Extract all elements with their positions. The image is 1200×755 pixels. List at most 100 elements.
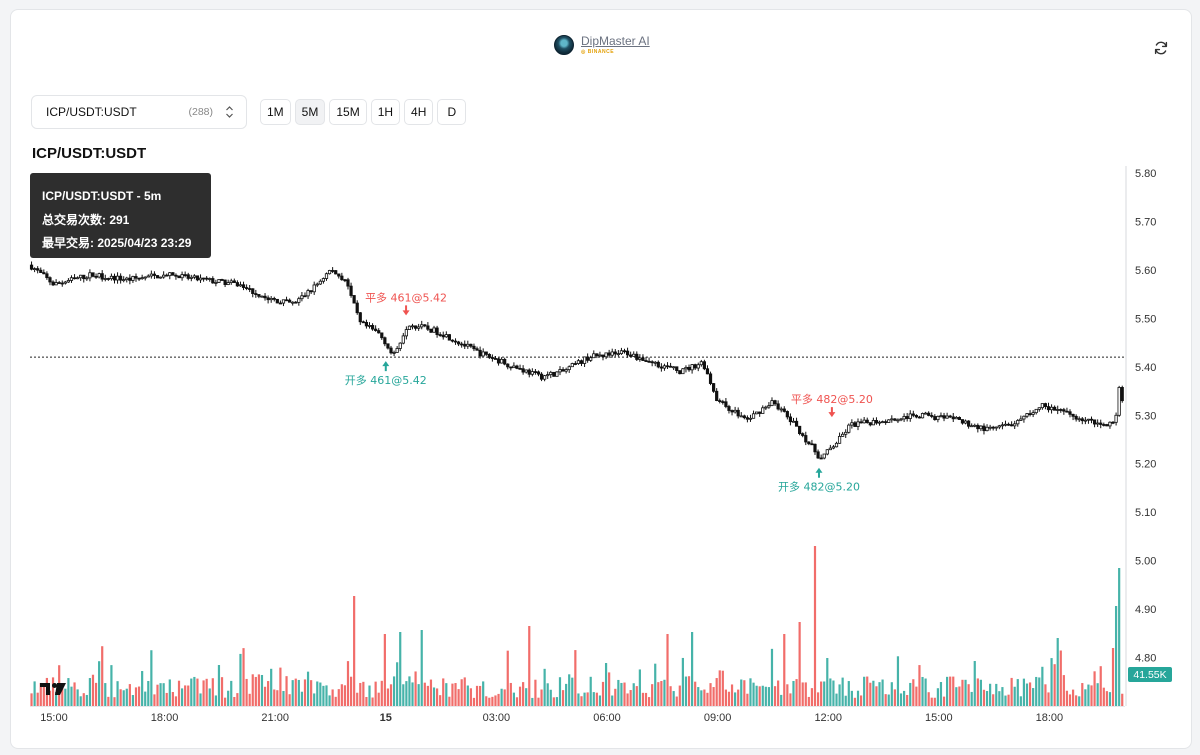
candle-body — [281, 299, 286, 304]
symbol-select[interactable]: ICP/USDT:USDT (288) — [31, 95, 247, 129]
candle-body — [610, 351, 614, 356]
volume-bar — [134, 687, 138, 706]
candle-body — [960, 419, 965, 424]
timeframe-15m[interactable]: 15M — [329, 99, 367, 125]
volume-bar — [113, 697, 116, 706]
x-tick-label: 18:00 — [151, 712, 179, 724]
candle-body — [1099, 422, 1103, 425]
timeframe-d[interactable]: D — [437, 99, 467, 125]
brand-logo-icon — [554, 35, 574, 55]
volume-bar — [807, 696, 810, 706]
volume-bar — [36, 692, 39, 706]
candle-body — [171, 272, 175, 276]
volume-bar — [509, 682, 512, 706]
volume-bar — [162, 683, 165, 706]
candle-body — [143, 276, 147, 279]
exit-long-marker[interactable]: 平多 482@5.20 — [791, 392, 873, 418]
volume-bar — [70, 686, 73, 706]
volume-bar — [411, 682, 414, 706]
candle-body — [1031, 412, 1035, 415]
candle-body — [395, 348, 399, 353]
volume-bar — [531, 697, 534, 706]
candle-body — [696, 364, 700, 369]
volume-bar — [76, 689, 79, 706]
candle-body — [257, 294, 261, 297]
volume-bar — [976, 678, 979, 706]
refresh-icon[interactable] — [1153, 40, 1169, 56]
volume-bar — [783, 634, 786, 706]
volume-bar — [718, 670, 721, 706]
volume-bar — [921, 676, 924, 706]
candle-body — [948, 415, 952, 418]
volume-bar — [285, 676, 288, 706]
candle-body — [828, 447, 832, 451]
candle-body — [278, 302, 282, 305]
candle-body — [721, 401, 725, 404]
volume-bar — [770, 648, 774, 706]
candle-body — [1089, 418, 1094, 421]
volume-bar — [392, 676, 396, 706]
candle-body — [251, 288, 255, 294]
volume-bar — [386, 688, 390, 706]
volume-bar — [64, 688, 67, 706]
volume-bar — [1105, 691, 1108, 706]
arrow-down-icon — [830, 407, 833, 414]
candle-body — [374, 328, 378, 331]
timeframe-1m[interactable]: 1M — [260, 99, 291, 125]
entry-long-marker[interactable]: 开多 461@5.42 — [345, 361, 427, 387]
volume-bar — [98, 661, 101, 706]
timeframe-4h[interactable]: 4H — [404, 99, 434, 125]
candle-body — [29, 264, 34, 270]
volume-bar — [764, 686, 767, 706]
volume-bar — [199, 693, 202, 706]
brand[interactable]: DipMaster AI ◎ BINANCE — [554, 32, 650, 58]
volume-bar — [494, 695, 497, 706]
volume-bar — [1013, 686, 1016, 706]
volume-bar — [936, 688, 939, 706]
candle-body — [917, 416, 922, 419]
marker-label: 平多 461@5.42 — [365, 290, 447, 304]
candle-body — [530, 371, 534, 375]
entry-long-marker[interactable]: 开多 482@5.20 — [778, 467, 860, 494]
volume-bar — [872, 680, 875, 706]
timeframe-5m[interactable]: 5M — [294, 99, 326, 125]
volume-bar — [475, 685, 479, 706]
volume-bar — [104, 683, 107, 706]
candle-body — [853, 422, 857, 427]
volume-bar — [107, 696, 110, 706]
tradingview-logo-icon[interactable] — [40, 683, 66, 695]
timeframe-1h[interactable]: 1H — [370, 99, 401, 125]
candle-body — [871, 420, 875, 426]
candle-body — [770, 400, 774, 406]
volume-bar — [334, 696, 337, 706]
candle-body — [813, 443, 817, 453]
candle-body — [991, 426, 995, 429]
volume-bar — [236, 693, 239, 706]
candle-body — [192, 275, 196, 278]
volume-bar — [184, 685, 187, 706]
volume-bar — [417, 684, 420, 706]
arrow-up-icon — [817, 471, 820, 478]
volume-bar — [995, 683, 998, 706]
marker-label: 开多 461@5.42 — [345, 373, 427, 387]
candle-body — [856, 421, 860, 427]
volume-bar — [565, 683, 568, 706]
volume-bar — [672, 691, 675, 706]
candle-body — [656, 361, 660, 368]
candle-body — [825, 449, 829, 455]
candle-body — [149, 273, 153, 277]
candle-body — [155, 275, 160, 279]
candle-body — [364, 321, 369, 327]
volume-bar — [442, 678, 445, 706]
candle-body — [573, 363, 577, 365]
candle-body — [527, 369, 531, 375]
volume-bar — [500, 688, 503, 706]
candle-body — [730, 410, 734, 413]
volume-bar — [343, 685, 347, 706]
candle-body — [644, 360, 648, 362]
brand-name[interactable]: DipMaster AI — [581, 34, 650, 48]
exit-long-marker[interactable]: 平多 461@5.42 — [365, 290, 447, 316]
candle-body — [1019, 418, 1023, 421]
candle-body — [893, 418, 897, 421]
